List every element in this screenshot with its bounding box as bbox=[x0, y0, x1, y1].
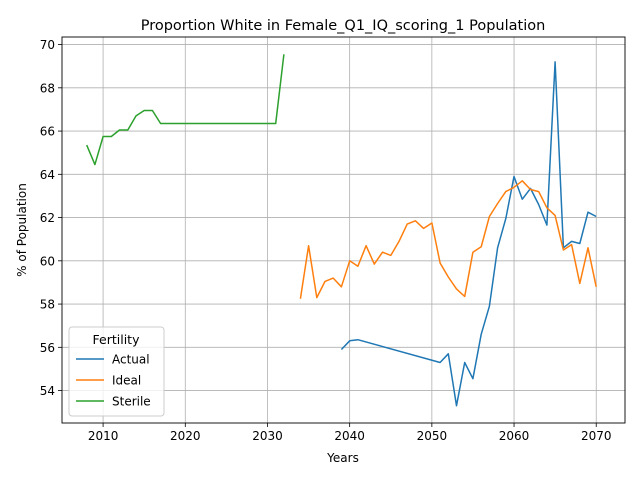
series-line-sterile bbox=[86, 54, 285, 166]
y-tick-label: 56 bbox=[40, 341, 55, 355]
legend-label-ideal: Ideal bbox=[112, 374, 141, 388]
y-tick-label: 62 bbox=[40, 211, 55, 225]
x-tick-label: 2010 bbox=[88, 429, 119, 443]
y-axis: 54 56 58 60 62 64 66 68 70 bbox=[40, 38, 62, 398]
legend-label-actual: Actual bbox=[112, 353, 150, 367]
y-tick-label: 66 bbox=[40, 125, 55, 139]
x-tick-label: 2020 bbox=[170, 429, 201, 443]
y-axis-label: % of Population bbox=[15, 183, 29, 277]
x-tick-label: 2030 bbox=[252, 429, 283, 443]
y-tick-label: 70 bbox=[40, 38, 55, 52]
y-tick-label: 68 bbox=[40, 81, 55, 95]
series-lines bbox=[86, 54, 597, 407]
y-tick-label: 58 bbox=[40, 298, 55, 312]
chart-title: Proportion White in Female_Q1_IQ_scoring… bbox=[141, 18, 546, 34]
x-tick-label: 2060 bbox=[499, 429, 530, 443]
x-tick-label: 2040 bbox=[334, 429, 365, 443]
y-tick-label: 60 bbox=[40, 254, 55, 268]
plot-frame bbox=[61, 36, 626, 424]
legend: Fertility Actual Ideal Sterile bbox=[68, 326, 165, 417]
x-axis-label: Years bbox=[326, 451, 359, 465]
series-line-ideal bbox=[299, 180, 597, 299]
y-tick-label: 54 bbox=[40, 384, 55, 398]
x-axis: 2010 2020 2030 2040 2050 2060 2070 bbox=[88, 423, 612, 443]
y-tick-label: 64 bbox=[40, 168, 55, 182]
series-line-actual bbox=[340, 61, 597, 407]
legend-label-sterile: Sterile bbox=[112, 395, 151, 409]
x-tick-label: 2070 bbox=[581, 429, 612, 443]
x-tick-label: 2050 bbox=[417, 429, 448, 443]
legend-title: Fertility bbox=[93, 332, 141, 347]
legend-box bbox=[68, 326, 165, 417]
